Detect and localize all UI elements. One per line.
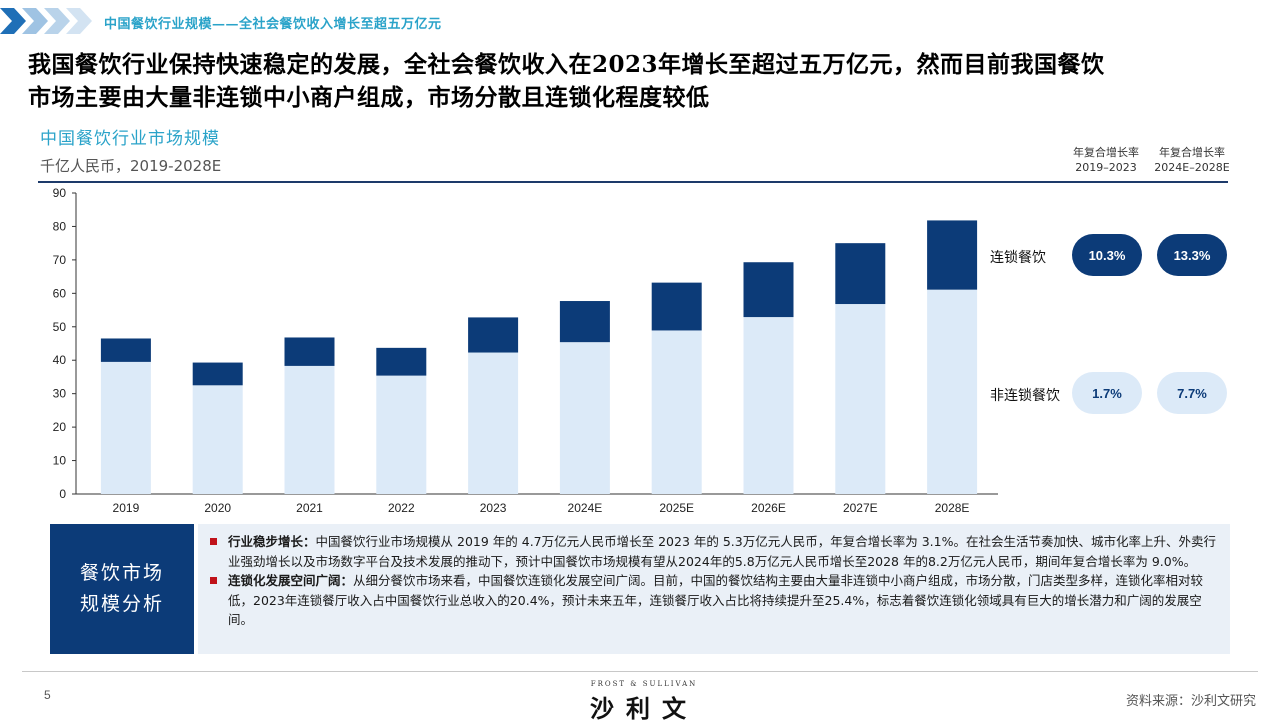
cagr-pill-non-chain-2019-2023: 1.7% [1072, 372, 1142, 414]
y-tick-label: 10 [53, 454, 67, 468]
x-tick-label: 2025E [659, 501, 694, 515]
bar-segment-non-chain [559, 342, 610, 494]
cagr-pill-non-chain-2024-2028: 7.7% [1157, 372, 1227, 414]
bar-segment-chain [651, 282, 702, 331]
page-number: 5 [44, 688, 51, 702]
bar-segment-non-chain [927, 289, 978, 494]
y-tick-label: 0 [59, 487, 66, 501]
x-tick-label: 2019 [113, 501, 140, 515]
x-tick-label: 2022 [388, 501, 415, 515]
header-breadcrumb: 中国餐饮行业规模——全社会餐饮收入增长至超五万亿元 [104, 17, 442, 32]
cagr-pill-chain-2019-2023: 10.3% [1072, 234, 1142, 276]
bar-segment-chain [376, 347, 427, 376]
bar-segment-non-chain [376, 375, 427, 494]
cagr-header-label: 年复合增长率 [1159, 146, 1225, 159]
y-tick-label: 60 [53, 286, 67, 300]
x-tick-label: 2023 [480, 501, 507, 515]
chevron-right-icon [22, 8, 48, 34]
headline-line-2: 市场主要由大量非连锁中小商户组成，市场分散且连锁化程度较低 [28, 84, 710, 111]
cagr-header-2019-2023: 年复合增长率 2019–2023 [1064, 145, 1148, 175]
cagr-header-2024-2028: 年复合增长率 2024E–2028E [1150, 145, 1234, 175]
y-tick-label: 70 [53, 253, 67, 267]
analysis-label-line-1: 餐饮市场 [79, 562, 164, 584]
bar-segment-chain [743, 262, 794, 318]
bar-segment-non-chain [284, 365, 335, 494]
x-tick-label: 2024E [568, 501, 603, 515]
bar-segment-chain [100, 338, 151, 362]
x-tick-label: 2021 [296, 501, 323, 515]
bar-segment-non-chain [651, 330, 702, 494]
cagr-pill-chain-2024-2028: 13.3% [1157, 234, 1227, 276]
bar-segment-chain [559, 301, 610, 343]
analysis-bullet: 连锁化发展空间广阔：从细分餐饮市场来看，中国餐饮连锁化发展空间广阔。目前，中国的… [208, 571, 1220, 630]
source-note: 资料来源：沙利文研究 [1125, 694, 1256, 709]
bullet-text: 中国餐饮行业市场规模从 2019 年的 4.7万亿元人民币增长至 2023 年的… [228, 534, 1216, 569]
chart-header-divider [38, 181, 1228, 183]
bullet-text: 从细分餐饮市场来看，中国餐饮连锁化发展空间广阔。目前，中国的餐饮结构主要由大量非… [228, 573, 1204, 627]
logo-english: FROST & SULLIVAN [590, 680, 698, 688]
bullet-lead: 行业稳步增长： [228, 534, 316, 549]
cagr-header-period: 2024E–2028E [1154, 161, 1230, 174]
bullet-square-icon [210, 577, 217, 584]
analysis-panel: 行业稳步增长：中国餐饮行业市场规模从 2019 年的 4.7万亿元人民币增长至 … [198, 524, 1230, 654]
chevron-right-icon [0, 8, 26, 34]
y-tick-label: 50 [53, 320, 67, 334]
footer-divider [22, 671, 1258, 672]
bar-segment-chain [468, 317, 519, 353]
series-label-chain: 连锁餐饮 [990, 250, 1046, 266]
analysis-label-line-2: 规模分析 [79, 593, 164, 615]
logo-chinese: 沙利文 [590, 694, 698, 720]
header-chevron-icons [0, 8, 92, 34]
bar-segment-chain [835, 243, 886, 305]
bar-segment-non-chain [468, 352, 519, 494]
y-tick-label: 80 [53, 219, 67, 233]
y-tick-label: 30 [53, 387, 67, 401]
bullet-square-icon [210, 538, 217, 545]
bar-segment-chain [192, 362, 243, 386]
y-tick-label: 40 [53, 353, 67, 367]
chart-subtitle: 千亿人民币，2019-2028E [40, 157, 222, 175]
x-tick-label: 2020 [204, 501, 231, 515]
series-label-non-chain: 非连锁餐饮 [990, 388, 1060, 404]
x-tick-label: 2026E [751, 501, 786, 515]
headline-line-1: 我国餐饮行业保持快速稳定的发展，全社会餐饮收入在2023年增长至超过五万亿元，然… [28, 51, 1105, 78]
analysis-bullet: 行业稳步增长：中国餐饮行业市场规模从 2019 年的 4.7万亿元人民币增长至 … [208, 532, 1220, 571]
chevron-right-icon [66, 8, 92, 34]
bar-segment-non-chain [100, 361, 151, 494]
bar-segment-non-chain [835, 304, 886, 494]
x-tick-label: 2028E [935, 501, 970, 515]
stacked-bar-chart: 0 10 20 30 40 50 60 70 80 90 2019 2020 2021 2022 2023 2… [53, 186, 998, 515]
y-tick-label: 20 [53, 420, 67, 434]
bar-segment-non-chain [192, 385, 243, 494]
analysis-label-box: 餐饮市场 规模分析 [50, 524, 194, 654]
bar-segment-non-chain [743, 317, 794, 494]
y-tick-label: 90 [53, 186, 67, 200]
page-headline: 我国餐饮行业保持快速稳定的发展，全社会餐饮收入在2023年增长至超过五万亿元，然… [28, 48, 1258, 114]
chart-title: 中国餐饮行业市场规模 [40, 129, 220, 149]
cagr-header-label: 年复合增长率 [1073, 146, 1139, 159]
bar-segment-chain [284, 337, 335, 366]
bullet-lead: 连锁化发展空间广阔： [228, 573, 354, 588]
cagr-header-period: 2019–2023 [1075, 161, 1137, 174]
chevron-right-icon [44, 8, 70, 34]
bar-segment-chain [927, 220, 978, 290]
x-tick-label: 2027E [843, 501, 878, 515]
